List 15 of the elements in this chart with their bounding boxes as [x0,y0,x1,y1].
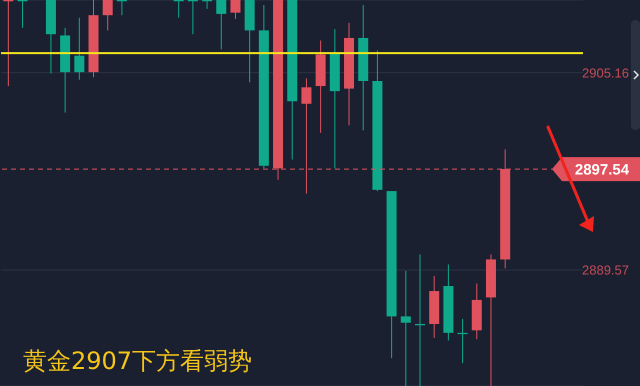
candlestick [188,0,198,35]
candlestick [216,0,226,50]
candlestick [102,0,113,31]
candlestick [400,270,411,386]
candlestick [3,0,14,87]
y-tick-label: 2889.57 [582,262,629,278]
candlestick [116,0,127,16]
candlestick [74,17,84,80]
ref-line-label: 2897.54 [574,162,630,179]
text: 黄金2907下方看弱势 [23,346,252,377]
candlestick [230,0,240,20]
candlestick [415,254,425,386]
candlestick [18,0,28,28]
y-tick-label: 2905.16 [582,65,629,80]
candlestick [174,0,184,18]
